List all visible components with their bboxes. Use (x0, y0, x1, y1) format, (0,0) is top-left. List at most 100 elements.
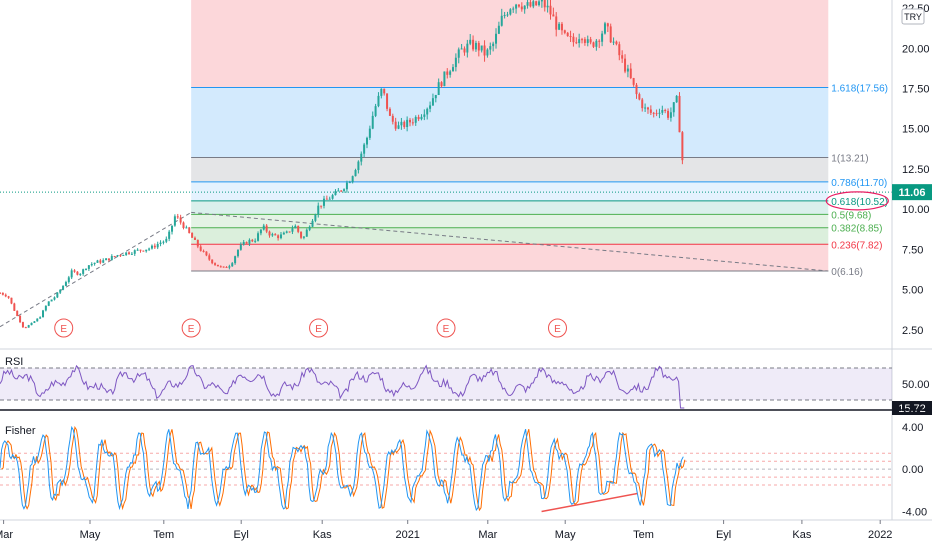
rsi-tick-label: 50.00 (902, 379, 930, 391)
candle-body (16, 310, 19, 317)
candle-body (414, 117, 417, 123)
price-tick-label: 15.00 (902, 124, 930, 136)
event-label: E (60, 324, 67, 335)
candle-body (495, 33, 498, 44)
price-tick-label: 20.00 (902, 43, 930, 55)
candle-body (259, 229, 262, 234)
candle-body (334, 191, 337, 196)
candle-body (165, 238, 168, 242)
candle-body (285, 231, 288, 233)
time-tick-label: 2022 (868, 529, 892, 541)
fisher-tick-label: 0.00 (902, 464, 923, 476)
candle-body (282, 232, 285, 235)
candle-body (268, 231, 271, 236)
candle-body (279, 234, 282, 239)
price-pane: 1.618(17.56) 1(13.21) 0.786(11.70) 0.618(10… (0, 0, 932, 520)
candle-body (681, 132, 684, 161)
candle-body (87, 265, 90, 269)
candle-body (82, 269, 85, 274)
event-label: E (188, 324, 195, 335)
candle-body (526, 2, 529, 6)
candle-body (391, 115, 394, 122)
candle-body (406, 119, 409, 128)
trend-line (191, 211, 829, 272)
fib-zone (191, 214, 829, 228)
candle-body (56, 292, 59, 298)
candle-body (474, 42, 477, 50)
candle-body (449, 71, 452, 75)
candle-body (67, 277, 70, 283)
divergence-line (541, 492, 638, 513)
candle-body (678, 95, 681, 133)
candle-body (661, 109, 664, 113)
candle-body (199, 246, 202, 251)
candle-body (7, 296, 10, 298)
candle-body (24, 327, 27, 329)
candle-body (489, 46, 492, 50)
candle-body (96, 260, 99, 263)
fisher-line (0, 425, 684, 512)
candle-body (236, 249, 239, 257)
candle-body (85, 268, 88, 270)
candle-body (609, 26, 612, 43)
time-tick-label: 2021 (395, 529, 419, 541)
candle-body (171, 225, 174, 232)
candle-body (612, 41, 615, 43)
candle-body (291, 228, 294, 232)
price-tick-label: 12.50 (902, 164, 930, 176)
candle-body (646, 107, 649, 110)
candle-body (529, 2, 532, 7)
candle-body (102, 260, 105, 263)
fisher-pane: Fisher 4.00 0.00 -4.00 (0, 422, 927, 519)
fib-zone (191, 87, 829, 158)
rsi-line (0, 364, 685, 409)
candle-body (70, 270, 73, 278)
candle-body (523, 5, 526, 10)
candle-body (397, 125, 400, 129)
time-tick-label: Eyl (716, 529, 731, 541)
candle-body (300, 231, 303, 238)
highlight-ellipse (825, 191, 889, 211)
candle-body (426, 108, 429, 115)
candle-body (538, 1, 541, 6)
candle-body (162, 241, 165, 243)
candle-body (592, 42, 595, 47)
candle-body (589, 39, 592, 43)
candle-body (411, 122, 414, 124)
time-tick-label: Mar (478, 529, 497, 541)
candle-body (497, 25, 500, 34)
candle-body (354, 170, 357, 177)
candle-body (76, 271, 79, 275)
fisher-label: Fisher (5, 425, 36, 437)
candle-body (13, 303, 16, 311)
candle-body (105, 258, 108, 261)
candle-body (383, 88, 386, 94)
candle-body (540, 0, 543, 2)
candle-body (328, 198, 331, 200)
candle-body (239, 244, 242, 250)
candle-body (139, 249, 142, 251)
candle-body (357, 161, 360, 171)
candle-body (214, 263, 217, 265)
candle-body (294, 225, 297, 229)
event-label: E (443, 324, 450, 335)
candle-body (150, 245, 153, 249)
candle-body (130, 253, 133, 255)
candle-body (477, 42, 480, 51)
candle-body (581, 39, 584, 41)
candle-body (363, 144, 366, 154)
candle-body (431, 98, 434, 106)
candle-body (277, 235, 280, 239)
candle-body (555, 16, 558, 30)
candle-body (606, 23, 609, 27)
candle-body (466, 43, 469, 53)
price-tick-label: 2.50 (902, 325, 923, 337)
candle-body (90, 264, 93, 266)
candle-body (434, 94, 437, 99)
candle-body (629, 68, 632, 79)
candle-body (173, 216, 176, 226)
candle-body (351, 176, 354, 183)
candle-body (446, 71, 449, 75)
